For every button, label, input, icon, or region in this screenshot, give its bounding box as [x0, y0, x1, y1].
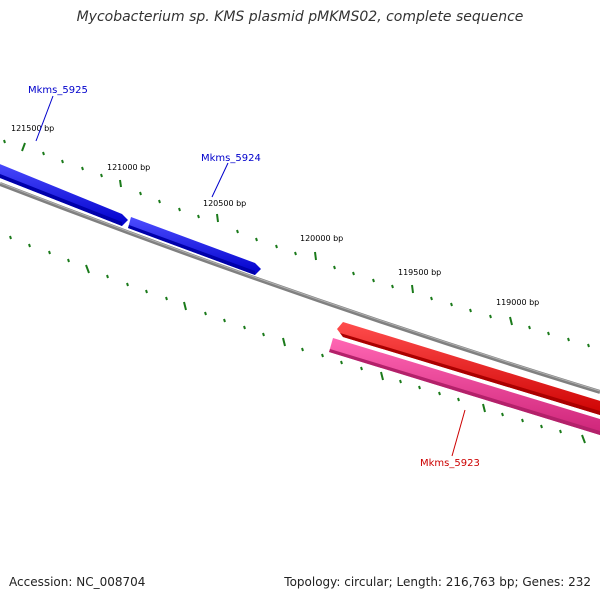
minor-tick: [158, 199, 161, 204]
accession-text: Accession: NC_008704: [9, 575, 146, 589]
major-tick: [119, 179, 122, 188]
minor-tick: [126, 282, 129, 287]
gene-feature-mkms-5925[interactable]: [0, 160, 128, 226]
minor-tick: [340, 360, 343, 365]
topology-summary: Topology: circular; Length: 216,763 bp; …: [284, 575, 591, 589]
minor-tick: [360, 366, 363, 371]
minor-tick: [391, 284, 394, 289]
minor-tick: [48, 250, 51, 255]
tick-label: 119500 bp: [398, 268, 441, 277]
major-tick: [509, 316, 513, 326]
minor-tick: [540, 424, 543, 429]
minor-tick: [333, 265, 336, 270]
gene-label[interactable]: Mkms_5923: [420, 458, 480, 469]
minor-tick: [28, 243, 31, 248]
map-title: Mycobacterium sp. KMS plasmid pMKMS02, c…: [76, 9, 524, 25]
outer-tick-ring: [3, 139, 590, 348]
minor-tick: [301, 347, 304, 352]
major-tick: [282, 337, 286, 347]
minor-tick: [42, 151, 45, 156]
plasmid-backbone-highlight: [0, 182, 600, 392]
minor-tick: [243, 325, 246, 330]
minor-tick: [100, 173, 103, 178]
minor-tick: [587, 343, 590, 348]
minor-tick: [275, 244, 278, 249]
plasmid-backbone: [0, 182, 600, 394]
minor-tick: [255, 237, 258, 242]
major-tick: [21, 142, 26, 152]
minor-tick: [145, 289, 148, 294]
minor-tick: [3, 139, 6, 144]
inner-tick-ring: [9, 235, 586, 444]
major-tick: [216, 213, 219, 223]
major-tick: [380, 371, 384, 381]
minor-tick: [139, 191, 142, 196]
major-tick: [581, 434, 586, 444]
gene-leader-line: [211, 162, 229, 198]
minor-tick: [469, 308, 472, 313]
minor-tick: [61, 159, 64, 164]
tick-label: 120000 bp: [300, 234, 343, 243]
gene-leader-line: [35, 95, 54, 142]
minor-tick: [559, 429, 562, 434]
minor-tick: [106, 274, 109, 279]
major-tick: [411, 284, 414, 294]
tick-labels: 121500 bp 121000 bp 120500 bp 120000 bp …: [11, 124, 539, 307]
gene-feature-mkms-5924[interactable]: [128, 217, 261, 275]
minor-tick: [450, 302, 453, 307]
gene-label[interactable]: Mkms_5925: [28, 85, 88, 96]
minor-tick: [372, 278, 375, 283]
minor-tick: [294, 251, 297, 256]
minor-tick: [81, 166, 84, 171]
tick-label: 119000 bp: [496, 298, 539, 307]
minor-tick: [262, 332, 265, 337]
minor-tick: [321, 353, 324, 358]
gene-leader-line: [451, 409, 466, 457]
minor-tick: [399, 379, 402, 384]
minor-tick: [223, 318, 226, 323]
minor-tick: [521, 418, 524, 423]
tick-label: 120500 bp: [203, 199, 246, 208]
major-tick: [482, 403, 486, 413]
minor-tick: [528, 325, 531, 330]
minor-tick: [165, 296, 168, 301]
minor-tick: [9, 235, 12, 240]
major-tick: [314, 251, 317, 261]
minor-tick: [197, 214, 200, 219]
minor-tick: [567, 337, 570, 342]
minor-tick: [501, 412, 504, 417]
tick-label: 121500 bp: [11, 124, 54, 133]
minor-tick: [236, 229, 239, 234]
minor-tick: [489, 314, 492, 319]
minor-tick: [352, 271, 355, 276]
major-tick: [183, 301, 187, 311]
minor-tick: [178, 207, 181, 212]
minor-tick: [418, 385, 421, 390]
tick-label: 121000 bp: [107, 163, 150, 172]
gene-feature-red[interactable]: [337, 322, 600, 418]
minor-tick: [438, 391, 441, 396]
gene-feature-mkms-5923[interactable]: [329, 338, 600, 438]
minor-tick: [457, 397, 460, 402]
minor-tick: [204, 311, 207, 316]
minor-tick: [430, 296, 433, 301]
minor-tick: [547, 331, 550, 336]
minor-tick: [67, 258, 70, 263]
gene-label[interactable]: Mkms_5924: [201, 153, 261, 164]
major-tick: [85, 264, 90, 274]
